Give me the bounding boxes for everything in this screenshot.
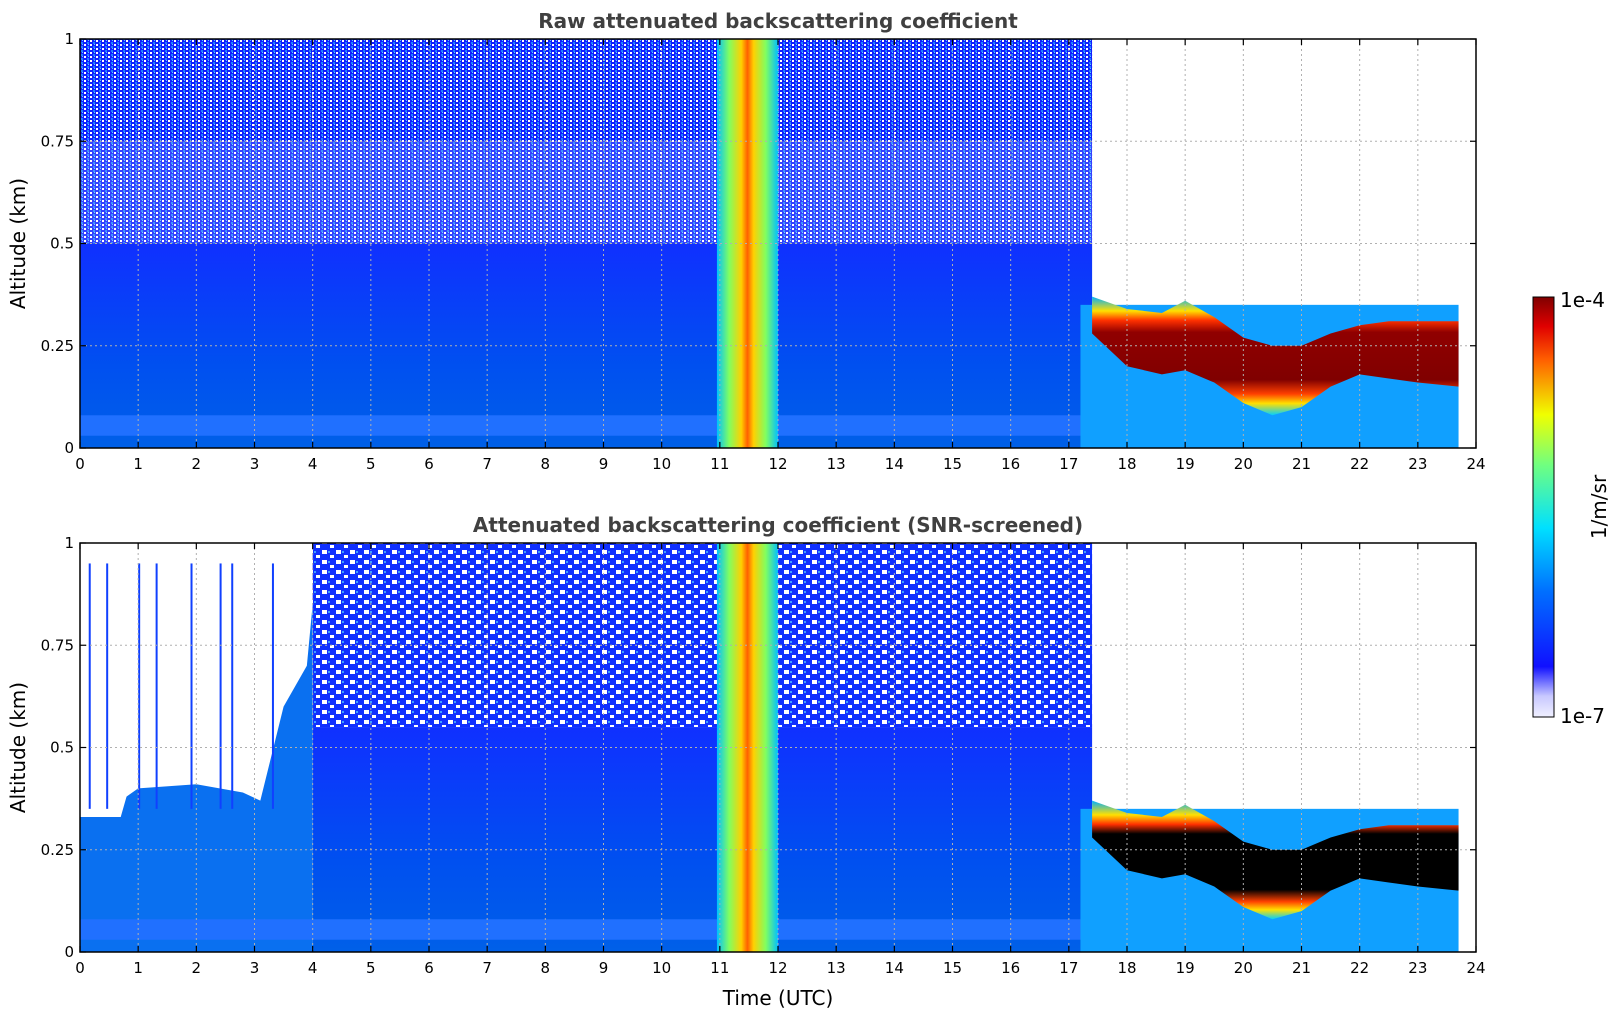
x-tick-label: 21 xyxy=(1292,959,1311,977)
x-tick-label: 2 xyxy=(192,959,202,977)
y-tick-label: 0 xyxy=(64,943,74,961)
x-tick-label: 7 xyxy=(482,959,492,977)
panel-2: 0 1 2 3 4 5 6 7 8 9 10 11 12 13 14 15 16 17 18 19 20 21 22 23 24… xyxy=(6,513,1486,1010)
panel-title: Raw attenuated backscattering coefficien… xyxy=(538,9,1018,33)
x-tick-label: 16 xyxy=(1001,455,1020,473)
x-tick-label: 8 xyxy=(541,959,551,977)
colorbar-unit-label: 1/m/sr xyxy=(1587,474,1611,539)
y-tick-label: 0.5 xyxy=(50,235,74,253)
x-tick-label: 17 xyxy=(1059,455,1078,473)
x-tick-label: 3 xyxy=(250,959,260,977)
x-tick-label: 10 xyxy=(652,959,671,977)
y-axis-label: Altitude (km) xyxy=(6,178,30,309)
x-tick-label: 19 xyxy=(1176,959,1195,977)
panel-1: 0 1 2 3 4 5 6 7 8 9 10 11 12 13 14 15 16 17 18 19 20 21 22 23 24… xyxy=(6,9,1486,473)
noise-region xyxy=(312,543,1093,728)
noise-region xyxy=(80,39,1093,142)
x-tick-label: 9 xyxy=(599,959,609,977)
x-tick-label: 11 xyxy=(710,455,729,473)
y-tick-label: 0.25 xyxy=(41,841,74,859)
x-tick-label: 1 xyxy=(133,455,143,473)
x-tick-label: 6 xyxy=(424,959,434,977)
x-tick-label: 23 xyxy=(1408,959,1427,977)
x-tick-label: 20 xyxy=(1234,455,1253,473)
spike-mark xyxy=(106,563,109,809)
y-tick-label: 0.75 xyxy=(41,132,74,150)
y-tick-label: 0 xyxy=(64,439,74,457)
colorbar-min-label: 1e-7 xyxy=(1560,704,1605,728)
x-tick-label: 7 xyxy=(482,455,492,473)
x-tick-label: 4 xyxy=(308,455,318,473)
spike-mark xyxy=(88,563,91,809)
y-tick-label: 0.5 xyxy=(50,739,74,757)
panel-title: Attenuated backscattering coefficient (S… xyxy=(473,513,1083,537)
x-tick-label: 3 xyxy=(250,455,260,473)
spike-mark xyxy=(231,563,234,809)
x-tick-label: 22 xyxy=(1350,455,1369,473)
aerosol-layer xyxy=(312,727,1093,952)
x-tick-label: 12 xyxy=(768,959,787,977)
x-tick-label: 5 xyxy=(366,455,376,473)
x-tick-label: 4 xyxy=(308,959,318,977)
colorbar-gradient xyxy=(1532,296,1555,718)
x-tick-label: 21 xyxy=(1292,455,1311,473)
x-tick-label: 0 xyxy=(75,455,85,473)
x-tick-label: 20 xyxy=(1234,959,1253,977)
noise-region xyxy=(80,141,1093,244)
spike-mark xyxy=(138,563,141,809)
spike-mark xyxy=(190,563,193,809)
y-tick-label: 0.75 xyxy=(41,636,74,654)
x-tick-label: 6 xyxy=(424,455,434,473)
spike-mark xyxy=(271,563,274,809)
spike-mark xyxy=(155,563,158,809)
spike-mark xyxy=(219,563,222,809)
near-surface-band xyxy=(80,415,1093,436)
y-tick-label: 1 xyxy=(64,30,74,48)
x-tick-label: 0 xyxy=(75,959,85,977)
x-tick-label: 1 xyxy=(133,959,143,977)
x-tick-label: 15 xyxy=(943,959,962,977)
x-tick-label: 17 xyxy=(1059,959,1078,977)
x-tick-label: 2 xyxy=(192,455,202,473)
x-tick-label: 14 xyxy=(885,959,904,977)
x-tick-label: 18 xyxy=(1117,455,1136,473)
x-tick-label: 5 xyxy=(366,959,376,977)
precipitation-column xyxy=(716,543,778,952)
x-tick-label: 14 xyxy=(885,455,904,473)
y-tick-label: 1 xyxy=(64,534,74,552)
x-tick-label: 11 xyxy=(710,959,729,977)
x-tick-label: 10 xyxy=(652,455,671,473)
x-tick-label: 23 xyxy=(1408,455,1427,473)
screened-aerosol-layer xyxy=(80,604,313,952)
x-axis-label: Time (UTC) xyxy=(722,986,834,1010)
x-tick-label: 24 xyxy=(1466,959,1485,977)
fog-cloud-layer xyxy=(1092,296,1459,416)
fog-cloud-layer xyxy=(1092,800,1459,920)
precipitation-column xyxy=(716,39,778,448)
x-tick-label: 13 xyxy=(827,959,846,977)
near-surface-band xyxy=(80,919,1093,940)
y-tick-label: 0.25 xyxy=(41,337,74,355)
x-tick-label: 13 xyxy=(827,455,846,473)
x-tick-label: 19 xyxy=(1176,455,1195,473)
y-axis-label: Altitude (km) xyxy=(6,682,30,813)
x-tick-label: 9 xyxy=(599,455,609,473)
x-tick-label: 16 xyxy=(1001,959,1020,977)
x-tick-label: 24 xyxy=(1466,455,1485,473)
x-tick-label: 15 xyxy=(943,455,962,473)
x-tick-label: 12 xyxy=(768,455,787,473)
x-tick-label: 8 xyxy=(541,455,551,473)
x-tick-label: 22 xyxy=(1350,959,1369,977)
colorbar-max-label: 1e-4 xyxy=(1560,288,1605,312)
x-tick-label: 18 xyxy=(1117,959,1136,977)
